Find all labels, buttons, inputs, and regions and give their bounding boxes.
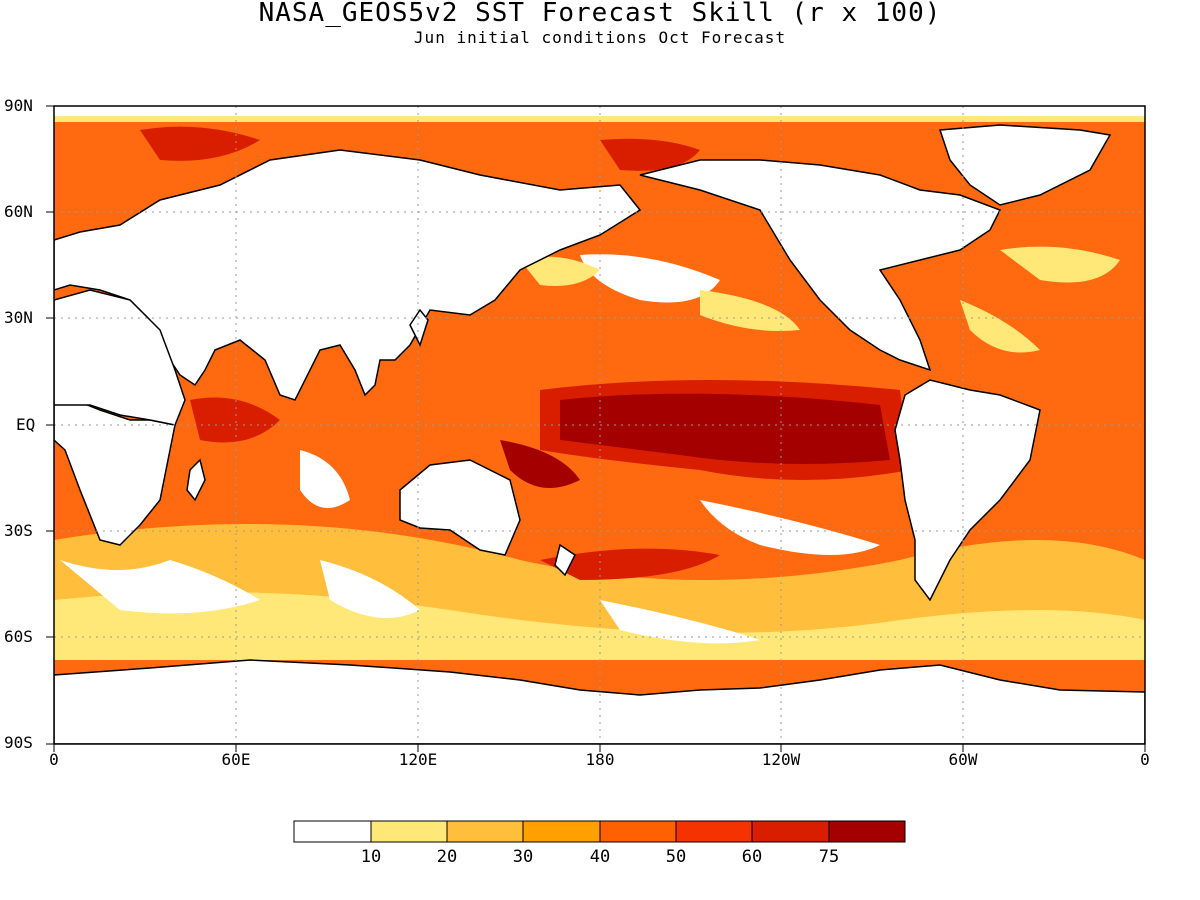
colorbar-label: 60 [741, 847, 763, 867]
graticule [54, 106, 1145, 744]
lon-label: 120W [761, 750, 801, 769]
greenland-land [938, 124, 1112, 206]
colorbar-swatch [293, 820, 372, 843]
lon-label: 180 [585, 750, 615, 769]
colorbar-label: 20 [436, 847, 458, 867]
colorbar-swatch [675, 820, 753, 843]
africa-north [54, 289, 186, 426]
colorbar-label: 10 [360, 847, 382, 867]
africa-land [54, 399, 176, 546]
lat-label: EQ [16, 415, 36, 434]
lat-label: 60S [4, 627, 33, 646]
colorbar [293, 820, 906, 843]
new-zealand-land [554, 543, 576, 577]
lon-label: 60W [948, 750, 978, 769]
lat-label: 60N [4, 202, 33, 221]
colorbar-swatch [828, 820, 906, 843]
lon-label: 60E [221, 750, 251, 769]
lon-label: 0 [49, 750, 59, 769]
colorbar-label: 40 [589, 847, 611, 867]
madagascar-land [186, 458, 206, 502]
colorbar-swatch [522, 820, 601, 843]
colorbar-label: 50 [665, 847, 687, 867]
lat-label: 30N [4, 308, 33, 327]
lat-label: 90N [4, 96, 33, 115]
chart-subtitle: Jun initial conditions Oct Forecast [413, 28, 787, 47]
lat-label: 30S [4, 521, 33, 540]
colorbar-swatch [446, 820, 524, 843]
colorbar-swatch [370, 820, 448, 843]
lon-label: 120E [398, 750, 438, 769]
chart-title: NASA_GEOS5v2 SST Forecast Skill (r x 100… [258, 0, 942, 28]
lon-label: 0 [1140, 750, 1150, 769]
lat-label: 90S [4, 733, 33, 752]
south-america-land [894, 379, 1041, 602]
colorbar-swatch [751, 820, 830, 843]
colorbar-swatch [599, 820, 677, 843]
axis-ticks [46, 105, 1146, 752]
colorbar-label: 30 [512, 847, 534, 867]
colorbar-label: 75 [818, 847, 840, 867]
japan-land [409, 308, 429, 347]
